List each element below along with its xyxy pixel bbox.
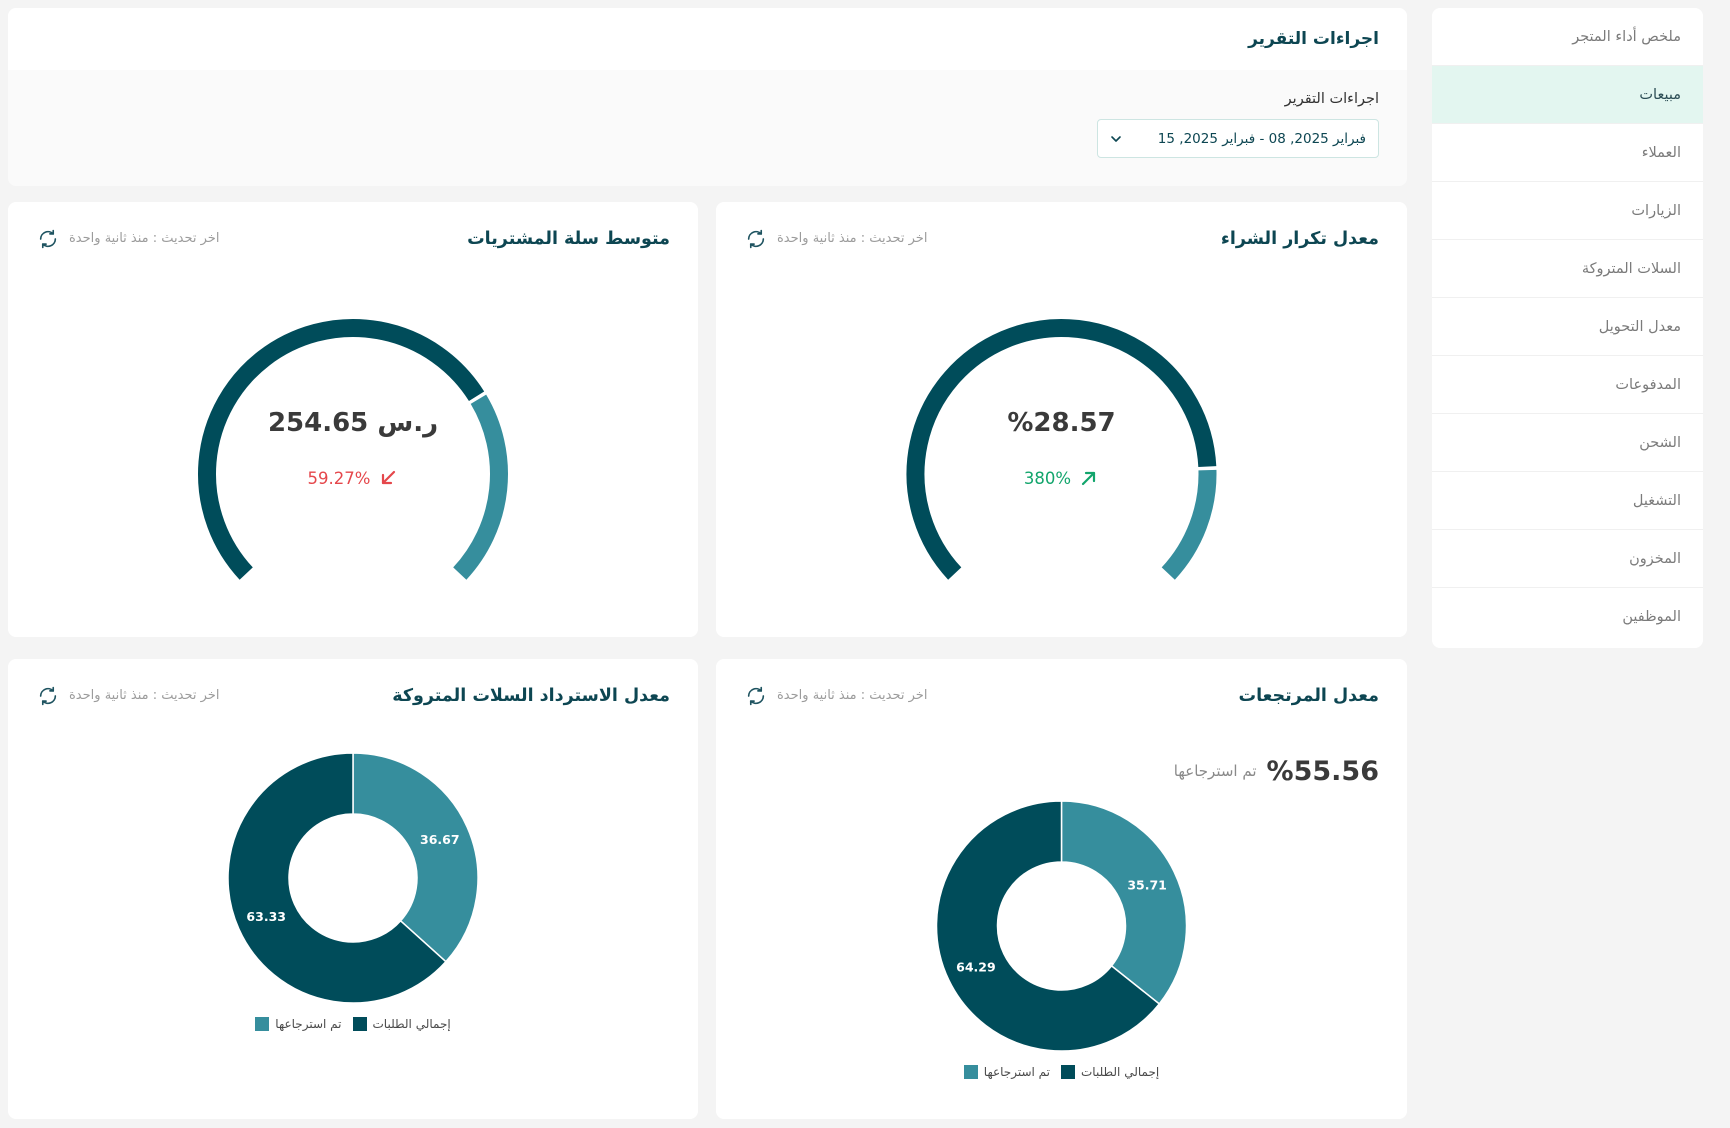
legend-item[interactable]: تم استرجاعها — [963, 1065, 1050, 1079]
gauge-remaining-arc — [1161, 469, 1217, 580]
panel-body: اجراءات التقرير فبراير 2025, 08 - فبراير… — [8, 70, 1407, 158]
change-indicator: 380% — [716, 466, 1407, 490]
legend-label: إجمالي الطلبات — [372, 1017, 451, 1031]
legend-label: إجمالي الطلبات — [1081, 1065, 1160, 1079]
donut-value-label: 35.71 — [1127, 877, 1167, 892]
last-update: اخر تحديث : منذ ثانية واحدة — [37, 228, 219, 250]
gauge-value: %28.57 — [716, 406, 1407, 440]
legend-swatch — [255, 1017, 270, 1031]
donut-segment[interactable] — [227, 752, 447, 1004]
sidebar: ملخص أداء المتجر مبيعات العملاء الزيارات… — [1432, 8, 1703, 648]
change-percent: 59.27% — [307, 468, 371, 488]
refresh-icon[interactable] — [745, 685, 767, 707]
last-update: اخر تحديث : منذ ثانية واحدة — [37, 685, 219, 707]
date-range-value: فبراير 2025, 08 - فبراير 2025, 15 — [1157, 130, 1366, 147]
legend-swatch — [352, 1017, 367, 1031]
last-update: اخر تحديث : منذ ثانية واحدة — [745, 685, 927, 707]
donut-value-label: 63.33 — [246, 909, 286, 924]
chart-legend: إجمالي الطلبات تم استرجاعها — [716, 1063, 1407, 1081]
metric-caption: تم استرجاعها — [1173, 762, 1257, 780]
gauge-chart — [906, 319, 1217, 580]
card-header: معدل المرتجعات اخر تحديث : منذ ثانية واح… — [745, 680, 1379, 711]
returns-summary: %55.56 تم استرجاعها — [1174, 752, 1379, 790]
donut-value-label: 64.29 — [956, 960, 996, 975]
last-update-text: اخر تحديث : منذ ثانية واحدة — [777, 688, 928, 703]
gauge-value: 254.65 ر.س — [8, 406, 698, 440]
average-basket-card: متوسط سلة المشتريات اخر تحديث : منذ ثاني… — [8, 202, 698, 637]
sidebar-item-inventory[interactable]: المخزون — [1432, 530, 1703, 588]
sidebar-item-customers[interactable]: العملاء — [1432, 124, 1703, 182]
gauge-filled-arc — [198, 319, 485, 580]
legend-swatch — [1061, 1065, 1075, 1079]
refresh-icon[interactable] — [745, 228, 767, 250]
donut-segment[interactable] — [352, 752, 479, 963]
metric-value: 254.65 ر.س — [267, 408, 439, 438]
sidebar-item-employees[interactable]: الموظفين — [1622, 609, 1681, 625]
donut-chart: 35.71 64.29 — [935, 800, 1188, 1052]
returns-rate-card: معدل المرتجعات اخر تحديث : منذ ثانية واح… — [716, 659, 1407, 1119]
legend-item[interactable]: إجمالي الطلبات — [1061, 1065, 1159, 1079]
date-range-select[interactable]: فبراير 2025, 08 - فبراير 2025, 15 — [1097, 119, 1379, 158]
chart-legend: إجمالي الطلبات تم استرجاعها — [8, 1015, 698, 1033]
legend-label: تم استرجاعها — [275, 1017, 342, 1031]
card-title: معدل الاسترداد السلات المتروكة — [392, 685, 670, 706]
legend-item[interactable]: تم استرجاعها — [255, 1017, 342, 1031]
last-update: اخر تحديث : منذ ثانية واحدة — [745, 228, 927, 250]
last-update-text: اخر تحديث : منذ ثانية واحدة — [69, 688, 220, 703]
date-range-label: اجراءات التقرير — [1284, 91, 1379, 107]
metric-value: %28.57 — [1007, 408, 1116, 438]
donut-segment[interactable] — [1060, 800, 1188, 1005]
sidebar-item-visits[interactable]: الزيارات — [1432, 182, 1703, 240]
last-update-text: اخر تحديث : منذ ثانية واحدة — [69, 231, 220, 246]
gauge-chart — [198, 319, 508, 580]
panel-header: اجراءات التقرير — [8, 8, 1407, 70]
sidebar-item-store-summary[interactable]: ملخص أداء المتجر — [1432, 8, 1703, 66]
refresh-icon[interactable] — [37, 228, 59, 250]
change-indicator: 59.27% — [8, 466, 698, 490]
donut-segment[interactable] — [935, 800, 1161, 1052]
card-title: معدل المرتجعات — [1238, 685, 1379, 706]
metric-value: %55.56 — [1266, 755, 1379, 787]
sidebar-item-operations[interactable]: التشغيل — [1432, 472, 1703, 530]
donut-chart: 36.67 63.33 — [227, 752, 479, 1004]
legend-swatch — [963, 1065, 978, 1079]
gauge-remaining-arc — [453, 394, 508, 580]
card-header: معدل تكرار الشراء اخر تحديث : منذ ثانية … — [745, 223, 1379, 254]
sidebar-item-conversion-rate[interactable]: معدل التحويل — [1432, 298, 1703, 356]
panel-title: اجراءات التقرير — [1248, 29, 1379, 49]
sidebar-item-payments[interactable]: المدفوعات — [1432, 356, 1703, 414]
abandoned-carts-recovery-card: معدل الاسترداد السلات المتروكة اخر تحديث… — [8, 659, 698, 1119]
sidebar-item-sales[interactable]: مبيعات — [1432, 66, 1703, 124]
change-percent: 380% — [1023, 468, 1072, 488]
card-header: معدل الاسترداد السلات المتروكة اخر تحديث… — [37, 680, 670, 711]
card-title: متوسط سلة المشتريات — [467, 228, 670, 249]
arrow-down-left-icon — [378, 468, 398, 488]
gauge-filled-arc — [906, 319, 1217, 580]
refresh-icon[interactable] — [37, 685, 59, 707]
report-actions-panel: اجراءات التقرير اجراءات التقرير فبراير 2… — [8, 8, 1407, 186]
last-update-text: اخر تحديث : منذ ثانية واحدة — [777, 231, 928, 246]
legend-item[interactable]: إجمالي الطلبات — [352, 1017, 451, 1031]
legend-label: تم استرجاعها — [983, 1065, 1050, 1079]
repeat-purchase-rate-card: معدل تكرار الشراء اخر تحديث : منذ ثانية … — [716, 202, 1407, 637]
chevron-down-icon — [1110, 133, 1122, 145]
card-title: معدل تكرار الشراء — [1220, 228, 1379, 249]
sidebar-item-abandoned-carts[interactable]: السلات المتروكة — [1432, 240, 1703, 298]
card-header: متوسط سلة المشتريات اخر تحديث : منذ ثاني… — [37, 223, 670, 254]
arrow-up-right-icon — [1079, 468, 1099, 488]
sidebar-item-shipping[interactable]: الشحن — [1432, 414, 1703, 472]
donut-value-label: 36.67 — [420, 832, 460, 847]
